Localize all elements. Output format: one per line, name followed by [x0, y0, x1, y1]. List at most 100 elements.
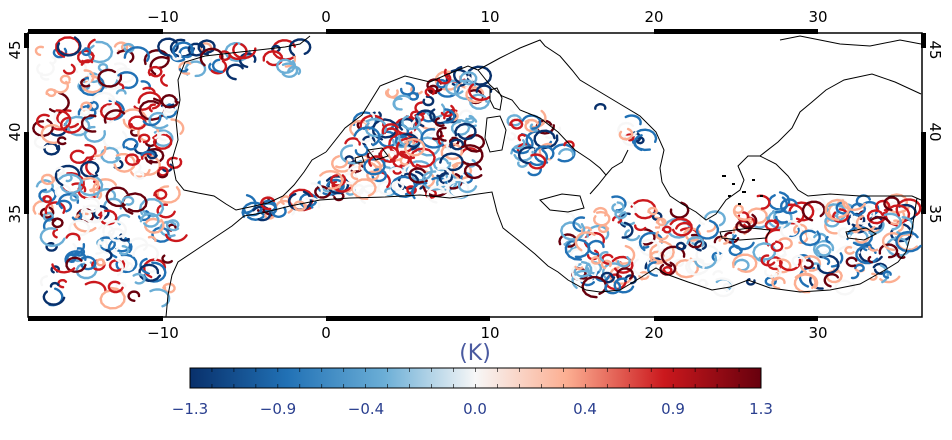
sst-track — [70, 242, 86, 256]
sst-track — [53, 109, 72, 131]
sst-track — [48, 91, 70, 114]
sst-track — [778, 237, 793, 250]
sst-track — [69, 149, 88, 165]
sst-track — [712, 269, 723, 276]
sst-track — [107, 227, 126, 243]
sst-track — [149, 56, 169, 76]
sst-track — [319, 169, 344, 190]
sst-track — [778, 258, 802, 272]
sst-track — [40, 173, 56, 186]
y-tick-right-1: 40 — [926, 122, 944, 141]
sst-track — [732, 204, 752, 221]
sst-track — [558, 233, 578, 248]
sst-track — [869, 216, 891, 225]
sst-track — [34, 45, 44, 57]
sst-track — [342, 171, 358, 185]
sst-track — [867, 255, 874, 264]
sst-track — [572, 216, 586, 233]
sst-track — [558, 147, 575, 157]
sst-track — [468, 83, 491, 102]
sst-track — [127, 290, 141, 302]
sst-track — [655, 230, 669, 241]
sst-track — [332, 183, 352, 193]
sst-track — [275, 58, 296, 75]
sst-track — [178, 68, 189, 73]
sst-track — [148, 103, 157, 113]
sst-track — [117, 71, 139, 90]
sst-track — [409, 147, 436, 170]
sst-track — [437, 167, 452, 182]
sst-track — [686, 236, 705, 247]
sst-track — [310, 182, 323, 197]
sst-track — [616, 267, 634, 280]
sst-track — [347, 165, 365, 175]
sst-track — [617, 121, 638, 139]
sst-track — [362, 186, 380, 195]
sst-track — [633, 134, 643, 152]
sst-track — [211, 58, 224, 74]
sst-track — [161, 254, 174, 264]
sst-track — [434, 117, 445, 128]
sst-track — [824, 198, 850, 222]
sst-track — [241, 193, 257, 214]
sst-track — [140, 150, 155, 157]
sst-track — [883, 196, 900, 212]
sst-anomaly-tracks — [32, 36, 922, 310]
sst-track — [803, 259, 814, 270]
colorbar-ticks — [211, 368, 740, 388]
sst-track — [353, 126, 381, 147]
sst-track — [156, 172, 169, 179]
sst-track — [160, 93, 180, 109]
sst-track — [460, 144, 484, 166]
sst-track — [99, 101, 123, 121]
sst-track — [115, 258, 124, 277]
sst-track — [392, 137, 413, 149]
sst-track — [593, 206, 608, 217]
sst-track — [132, 243, 159, 261]
sst-track — [662, 265, 673, 275]
sst-track — [776, 258, 792, 274]
sst-track — [55, 199, 73, 213]
sst-track — [815, 243, 832, 257]
sst-track — [54, 183, 72, 199]
sst-track — [646, 261, 658, 277]
sst-track — [660, 245, 686, 268]
sst-track — [107, 280, 124, 294]
sst-track — [564, 238, 591, 261]
sst-track — [879, 264, 890, 284]
sst-track — [437, 72, 452, 85]
sst-track — [80, 114, 97, 133]
sst-track — [49, 281, 60, 288]
sst-track — [443, 108, 456, 124]
sst-track — [816, 254, 840, 275]
sst-track — [463, 162, 483, 180]
x-tick-bottom-0: −10 — [147, 324, 179, 342]
sst-track — [371, 118, 398, 141]
sst-track — [51, 56, 57, 65]
sst-track — [63, 115, 91, 137]
sst-track — [779, 198, 798, 215]
sst-track — [623, 274, 637, 285]
sst-track — [60, 116, 83, 134]
sst-track — [52, 47, 68, 59]
sst-track — [87, 207, 106, 224]
sst-track — [841, 199, 867, 212]
sst-track — [613, 277, 635, 294]
sst-track — [813, 232, 828, 241]
sst-track — [611, 195, 627, 212]
sst-track — [274, 199, 294, 214]
sst-track — [426, 185, 445, 204]
sst-track — [601, 253, 614, 265]
sst-track — [91, 259, 106, 271]
y-tick-right-0: 45 — [926, 40, 944, 59]
colorbar-unit-label: (K) — [459, 341, 491, 366]
sst-track — [199, 47, 224, 67]
sst-track — [809, 276, 824, 290]
sst-track — [429, 108, 453, 125]
sst-track — [142, 114, 162, 127]
sst-track — [637, 238, 661, 257]
sst-track — [69, 193, 79, 202]
sst-track — [850, 202, 867, 217]
sst-track — [51, 263, 76, 274]
